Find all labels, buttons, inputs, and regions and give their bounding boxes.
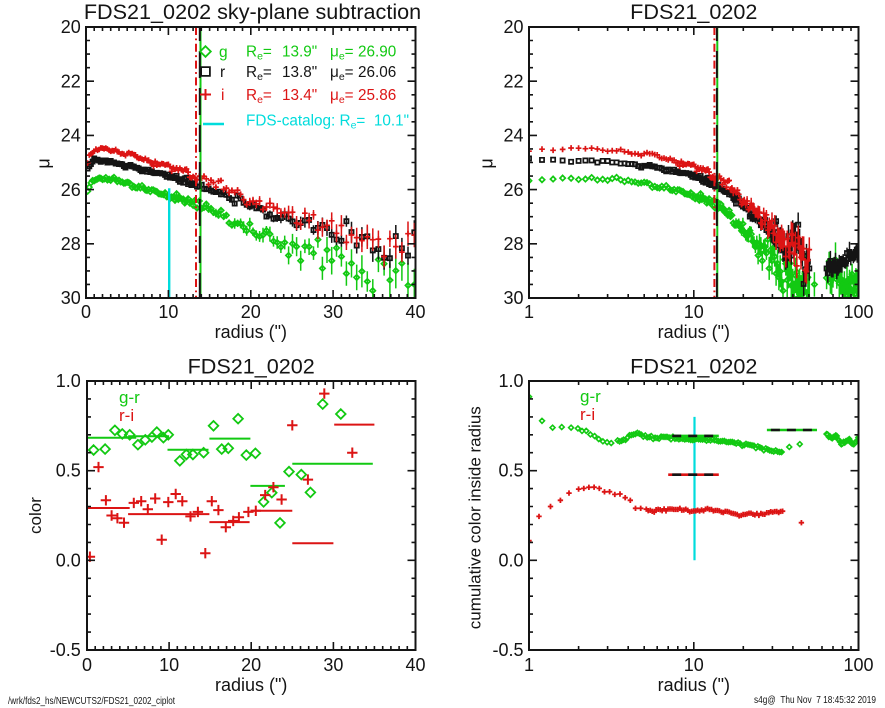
svg-text:g-r: g-r xyxy=(580,387,601,406)
svg-text:13.8": 13.8" xyxy=(282,64,317,81)
svg-text:r-i: r-i xyxy=(580,405,595,424)
svg-text:20: 20 xyxy=(241,302,261,322)
svg-text:1: 1 xyxy=(524,655,534,675)
svg-text:FDS-catalog: Re= 10.1": FDS-catalog: Re= 10.1" xyxy=(246,113,409,132)
svg-text:10: 10 xyxy=(684,655,704,675)
svg-text:i: i xyxy=(221,87,224,104)
svg-text:μe=: μe= xyxy=(330,87,354,106)
svg-text:radius ("): radius (") xyxy=(215,675,287,695)
svg-text:40: 40 xyxy=(405,655,425,675)
svg-text:22: 22 xyxy=(503,71,523,91)
svg-text:0.0: 0.0 xyxy=(56,550,81,570)
svg-text:1.0: 1.0 xyxy=(56,371,81,391)
svg-text:20: 20 xyxy=(61,17,81,37)
svg-text:g: g xyxy=(219,44,228,61)
svg-text:-0.5: -0.5 xyxy=(50,640,81,660)
svg-text:1.0: 1.0 xyxy=(498,371,523,391)
svg-text:28: 28 xyxy=(61,234,81,254)
svg-text:μe=: μe= xyxy=(330,64,354,83)
svg-text:30: 30 xyxy=(323,302,343,322)
svg-text:radius ("): radius (") xyxy=(215,322,287,342)
svg-text:30: 30 xyxy=(323,655,343,675)
svg-text:22: 22 xyxy=(61,71,81,91)
svg-text:s4g@ Thu Nov 7 18:45:32 2019: s4g@ Thu Nov 7 18:45:32 2019 xyxy=(754,694,876,706)
svg-text:10: 10 xyxy=(158,302,178,322)
svg-text:0.5: 0.5 xyxy=(56,461,81,481)
svg-text:20: 20 xyxy=(503,17,523,37)
svg-text:25.86: 25.86 xyxy=(358,87,396,104)
svg-text:radius ("): radius (") xyxy=(658,322,730,342)
svg-text:24: 24 xyxy=(61,126,81,146)
svg-text:Re=: Re= xyxy=(246,44,272,63)
svg-text:13.4": 13.4" xyxy=(282,87,317,104)
svg-text:/wrk/fds2_hs/NEWCUTS2/FDS21_02: /wrk/fds2_hs/NEWCUTS2/FDS21_0202_ciplot xyxy=(8,695,175,707)
svg-text:FDS21_0202: FDS21_0202 xyxy=(188,354,315,379)
svg-text:26: 26 xyxy=(61,180,81,200)
svg-text:μ: μ xyxy=(34,158,54,168)
svg-text:Re=: Re= xyxy=(246,87,272,106)
svg-text:10: 10 xyxy=(684,302,704,322)
svg-text:r-i: r-i xyxy=(119,406,134,425)
svg-text:26: 26 xyxy=(503,180,523,200)
svg-text:100: 100 xyxy=(843,302,873,322)
svg-text:20: 20 xyxy=(241,655,261,675)
svg-text:-0.5: -0.5 xyxy=(492,640,523,660)
svg-text:g-r: g-r xyxy=(119,388,140,407)
svg-text:FDS21_0202: FDS21_0202 xyxy=(630,0,757,24)
svg-text:0.0: 0.0 xyxy=(498,550,523,570)
svg-text:10: 10 xyxy=(159,655,179,675)
svg-text:28: 28 xyxy=(503,234,523,254)
svg-text:cumulative color inside radius: cumulative color inside radius xyxy=(466,406,485,629)
svg-text:r: r xyxy=(220,64,225,81)
svg-text:0.5: 0.5 xyxy=(498,461,523,481)
svg-text:radius ("): radius (") xyxy=(658,675,730,695)
svg-text:0: 0 xyxy=(82,655,92,675)
svg-text:FDS21_0202 sky-plane subtracti: FDS21_0202 sky-plane subtraction xyxy=(84,0,421,24)
svg-text:30: 30 xyxy=(61,288,81,308)
svg-text:μ: μ xyxy=(477,158,497,168)
svg-text:13.9": 13.9" xyxy=(282,44,317,61)
svg-text:100: 100 xyxy=(843,655,873,675)
svg-text:1: 1 xyxy=(524,302,534,322)
svg-text:0: 0 xyxy=(81,302,91,322)
svg-text:24: 24 xyxy=(503,126,523,146)
svg-text:FDS21_0202: FDS21_0202 xyxy=(630,354,757,379)
svg-text:μe=: μe= xyxy=(330,44,354,63)
svg-text:26.06: 26.06 xyxy=(358,64,396,81)
svg-text:color: color xyxy=(26,497,45,534)
svg-text:30: 30 xyxy=(503,288,523,308)
svg-text:Re=: Re= xyxy=(246,64,272,83)
svg-text:26.90: 26.90 xyxy=(358,44,396,61)
svg-text:40: 40 xyxy=(405,302,425,322)
